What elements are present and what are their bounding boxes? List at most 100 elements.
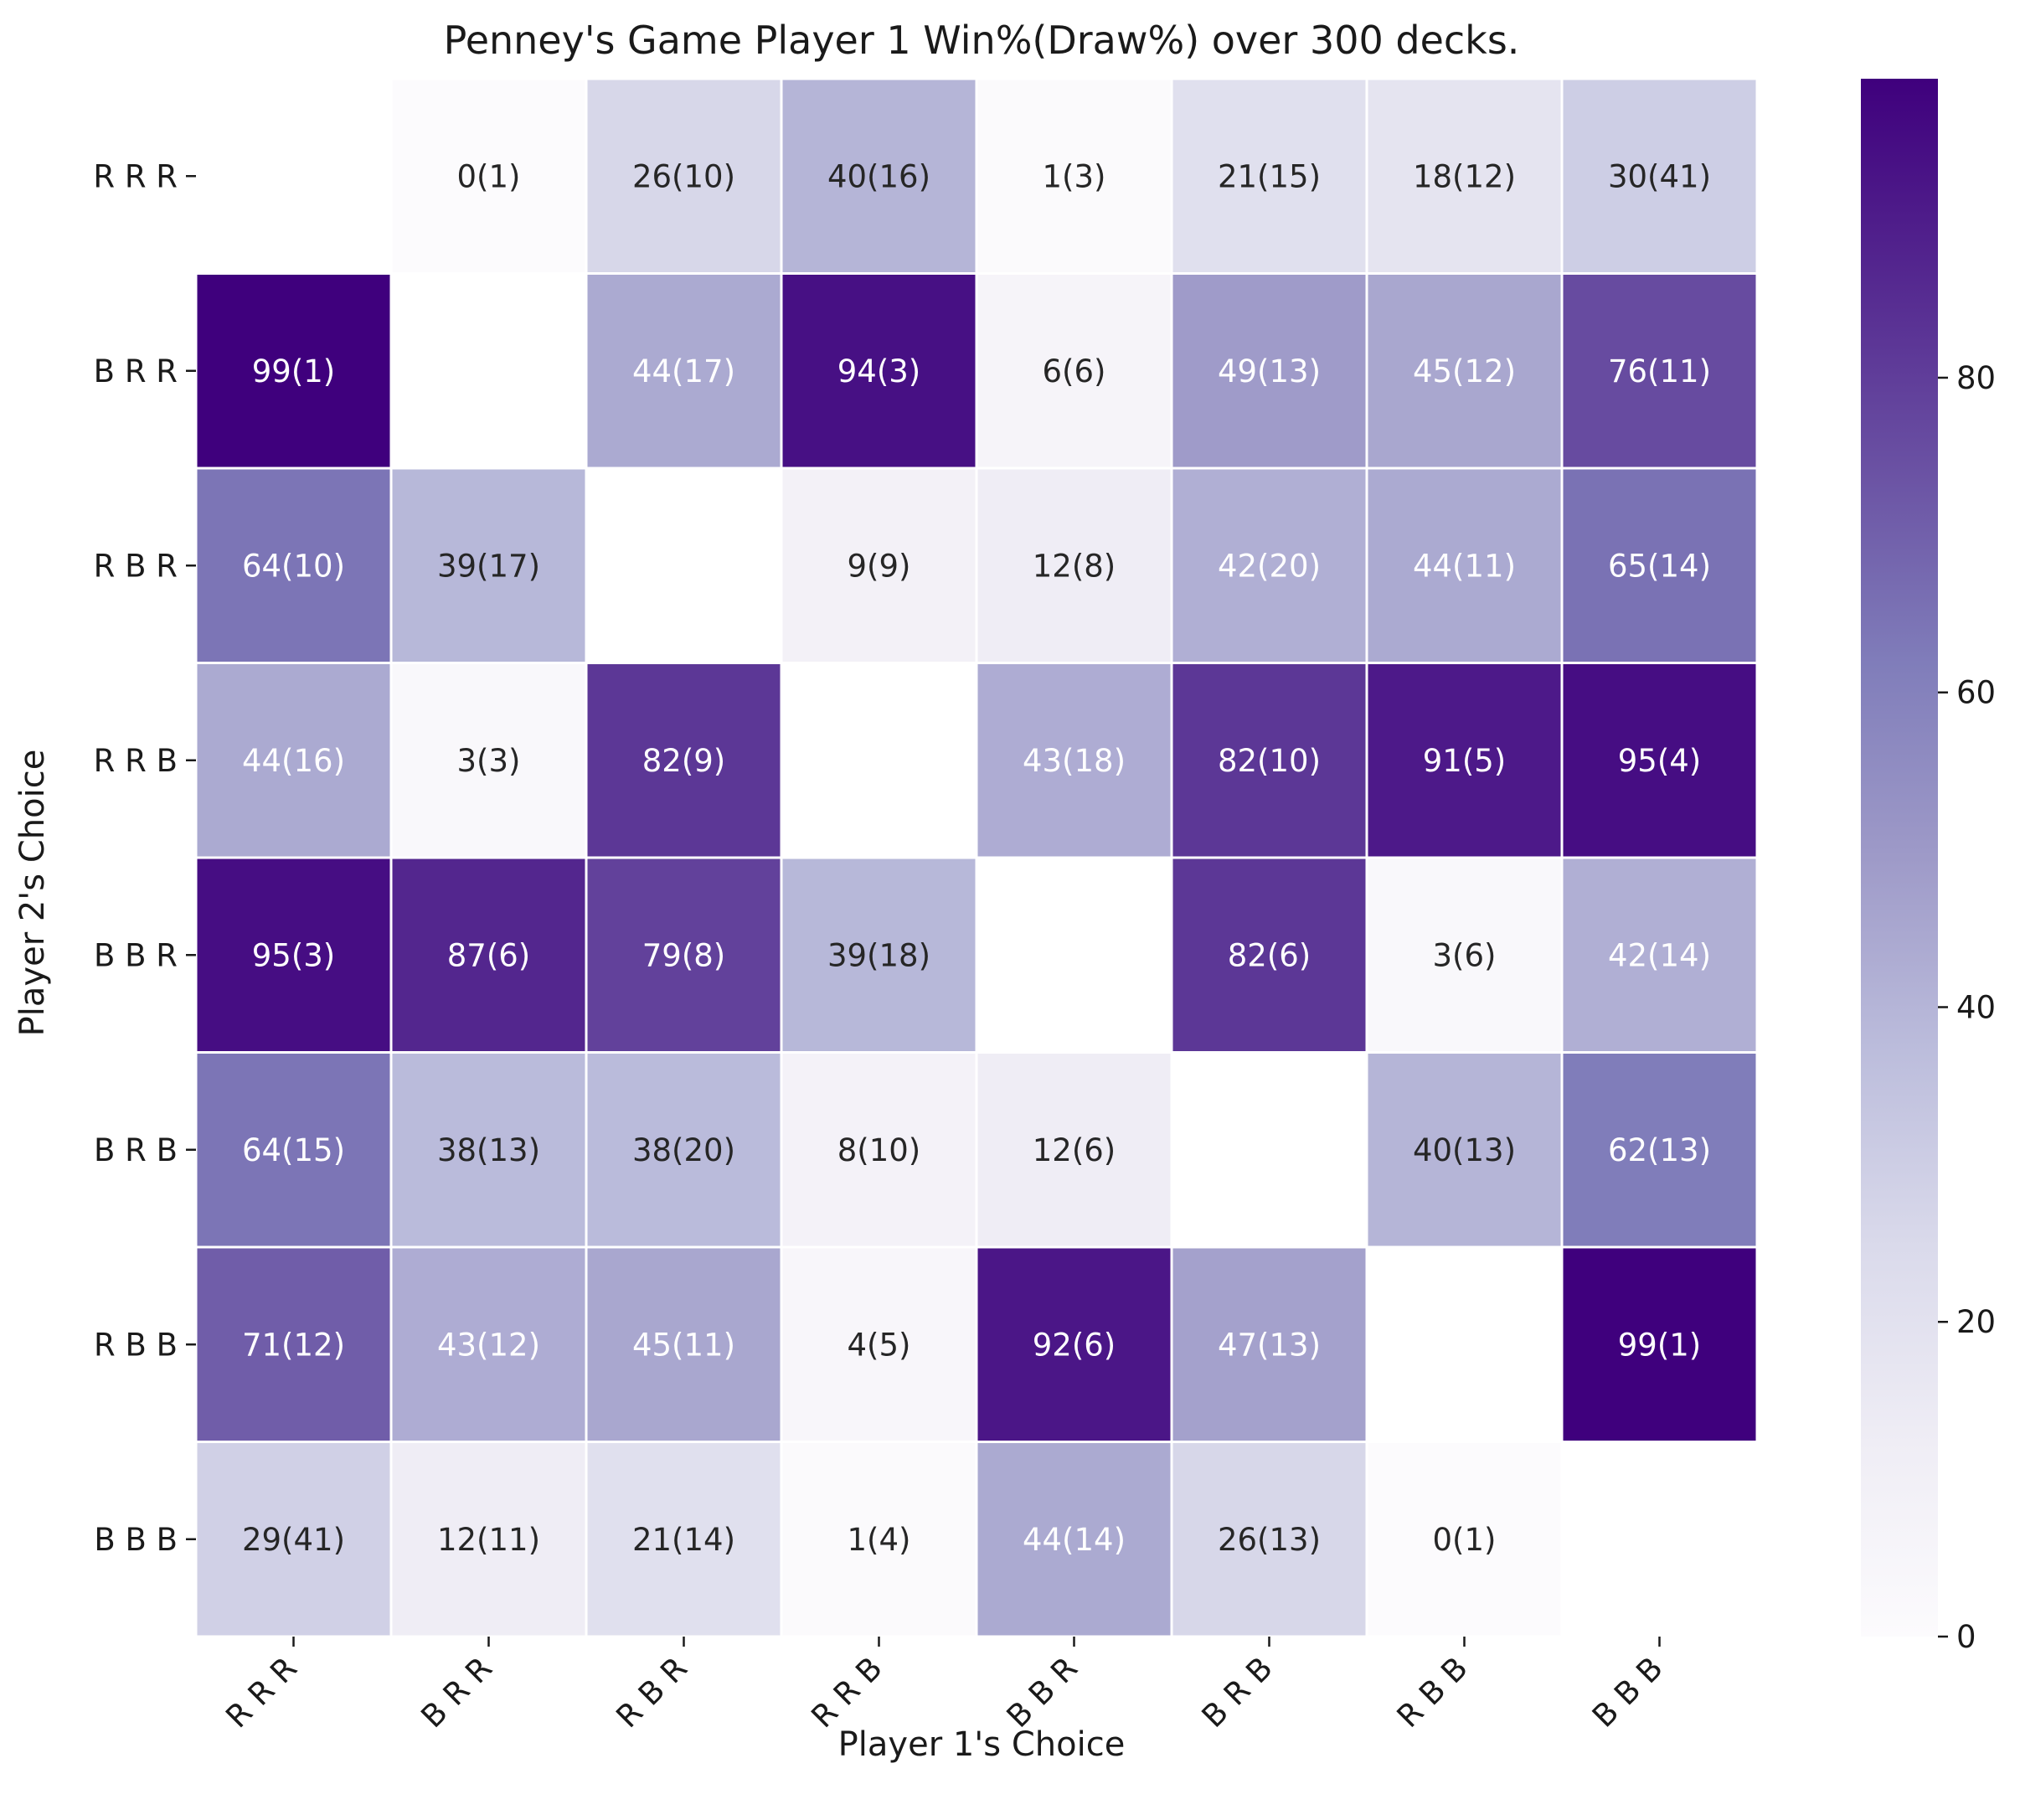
cell-annotation: 42(20) [1218,548,1321,584]
cell-annotation: 21(14) [632,1522,735,1558]
y-tick-label: R B B [94,1327,178,1363]
cell-annotation: 30(41) [1608,158,1711,194]
heatmap-cells [194,77,1759,1638]
heatmap-cell [1170,467,1368,664]
cell-annotation: 3(3) [457,743,521,779]
cell-annotation: 9(9) [848,548,911,584]
cell-annotation: 44(11) [1413,548,1516,584]
heatmap-cell [975,1441,1173,1638]
cell-annotation: 38(20) [632,1132,735,1168]
cell-annotation: 47(13) [1218,1327,1321,1363]
cell-annotation: 6(6) [1043,353,1106,389]
heatmap-cell [1365,467,1564,664]
cell-annotation: 64(15) [242,1132,345,1168]
cell-annotation: 95(3) [252,937,336,973]
heatmap-cell [1365,77,1564,275]
heatmap-cell [1170,77,1368,275]
cell-annotation: 42(14) [1608,937,1711,973]
cell-annotation: 45(12) [1413,353,1516,389]
heatmap-cell [1560,1051,1759,1249]
y-tick-label: R B R [94,548,178,584]
heatmap-cell [975,662,1173,859]
cell-annotation: 44(16) [242,743,345,779]
cell-annotation: 44(14) [1023,1522,1126,1558]
cell-annotation: 18(12) [1413,158,1516,194]
cell-annotation: 39(17) [437,548,540,584]
cell-annotation: 43(18) [1023,743,1126,779]
heatmap-cell [389,1441,588,1638]
colorbar-tick-label: 0 [1956,1619,1976,1655]
colorbar: 0 20 40 60 80 [1861,79,1996,1655]
y-tick-label: R R B [94,743,178,779]
heatmap-cell [975,1051,1173,1249]
cell-annotation: 40(13) [1413,1132,1516,1168]
heatmap-cell [780,1441,978,1638]
heatmap-cell [975,77,1173,275]
cell-annotation: 95(4) [1618,743,1702,779]
cell-annotation: 0(1) [457,158,521,194]
y-tick-label: B B B [94,1522,178,1558]
heatmap-cell [1560,467,1759,664]
x-axis-label: Player 1's Choice [838,1725,1126,1764]
heatmap-cell [1560,662,1759,859]
cell-annotation: 26(10) [632,158,735,194]
heatmap-cell [194,662,393,859]
cell-annotation: 1(3) [1043,158,1106,194]
cell-annotation: 76(11) [1608,353,1711,389]
x-tick-label: R B R [610,1650,694,1735]
x-tick-label: B B R [1000,1650,1085,1735]
y-tick-label: R R R [93,158,178,194]
colorbar-tick-label: 20 [1956,1304,1996,1340]
cell-annotation: 45(11) [632,1327,735,1363]
cell-annotation: 43(12) [437,1327,540,1363]
heatmap-cell [389,77,588,275]
heatmap-cell [1365,1051,1564,1249]
heatmap-cell [585,272,783,470]
cell-annotation: 12(8) [1033,548,1116,584]
cell-annotation: 87(6) [447,937,531,973]
heatmap-cell [1170,1245,1368,1443]
cell-annotation: 38(13) [437,1132,540,1168]
colorbar-gradient [1861,79,1938,1637]
y-tick-label: B R B [94,1132,178,1168]
heatmap-cell [585,1051,783,1249]
heatmap-cell [585,662,783,859]
cell-annotation: 39(18) [827,937,930,973]
x-tick-label: B B B [1585,1650,1670,1735]
heatmap-cell [975,1245,1173,1443]
heatmap-cell [194,856,393,1054]
cell-annotation: 1(4) [848,1522,911,1558]
heatmap-cell [780,1245,978,1443]
x-tick-label: B R R [415,1650,499,1735]
heatmap-cell [585,77,783,275]
heatmap-cell [780,467,978,664]
heatmap-cell [389,662,588,859]
cell-annotation: 29(41) [242,1522,345,1558]
cell-annotation: 44(17) [632,353,735,389]
heatmap-cell [1560,272,1759,470]
cell-annotation: 12(11) [437,1522,540,1558]
cell-annotation: 0(1) [1433,1522,1497,1558]
colorbar-tick-label: 80 [1956,360,1996,396]
cell-annotation: 99(1) [252,353,336,389]
cell-annotation: 91(5) [1423,743,1507,779]
cell-annotation: 3(6) [1433,937,1497,973]
cell-annotation: 79(8) [642,937,726,973]
cell-annotation: 40(16) [827,158,930,194]
heatmap-cell [1170,272,1368,470]
heatmap-cell [194,1245,393,1443]
heatmap-cell [1170,1441,1368,1638]
heatmap-cell [975,467,1173,664]
chart-title: Penney's Game Player 1 Win%(Draw%) over … [444,18,1520,63]
heatmap-cell [1365,662,1564,859]
x-tick-label: R R B [805,1650,889,1735]
cell-annotation: 65(14) [1608,548,1711,584]
cell-annotation: 82(10) [1218,743,1321,779]
x-tick-label: R B B [1390,1650,1475,1735]
heatmap-cell [780,1051,978,1249]
cell-annotation: 21(15) [1218,158,1321,194]
cell-annotation: 26(13) [1218,1522,1321,1558]
heatmap-cell [194,1051,393,1249]
